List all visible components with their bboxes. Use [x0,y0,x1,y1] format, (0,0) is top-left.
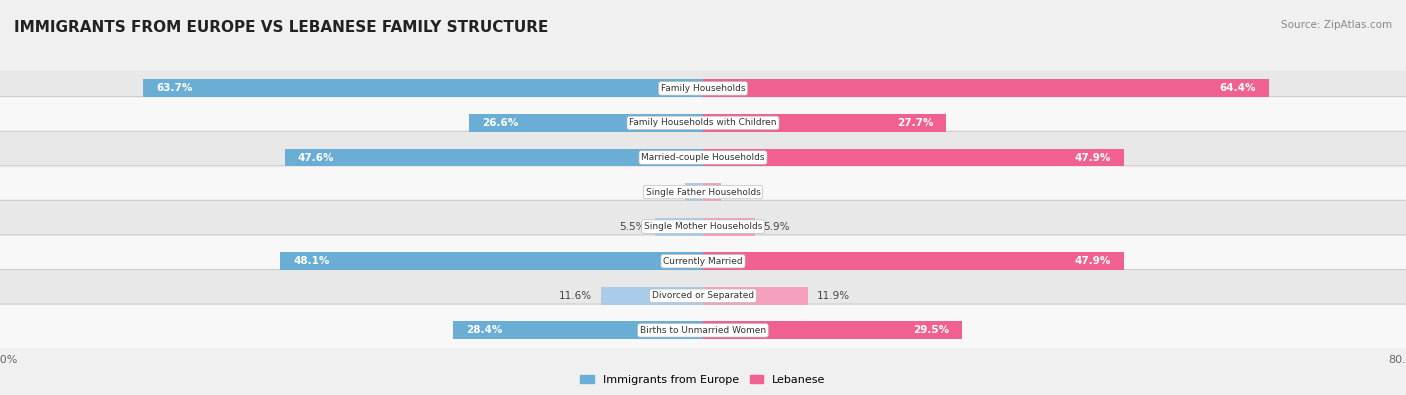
FancyBboxPatch shape [700,131,1406,184]
Bar [703,149,1123,167]
FancyBboxPatch shape [0,131,706,184]
Text: 47.9%: 47.9% [1074,152,1111,162]
Text: 5.5%: 5.5% [620,222,645,231]
Text: Source: ZipAtlas.com: Source: ZipAtlas.com [1281,20,1392,30]
FancyBboxPatch shape [0,235,706,288]
FancyBboxPatch shape [700,304,1406,357]
Bar [470,114,703,132]
Text: Married-couple Households: Married-couple Households [641,153,765,162]
Bar [703,218,755,235]
FancyBboxPatch shape [0,200,706,253]
Text: 64.4%: 64.4% [1219,83,1256,93]
Text: 48.1%: 48.1% [294,256,330,266]
Text: 2.1%: 2.1% [730,187,756,197]
Text: 28.4%: 28.4% [467,325,503,335]
Text: 27.7%: 27.7% [897,118,934,128]
Bar [143,79,703,97]
FancyBboxPatch shape [700,235,1406,288]
Bar [454,322,703,339]
FancyBboxPatch shape [0,97,706,149]
Bar [686,183,703,201]
Text: Currently Married: Currently Married [664,257,742,266]
Text: 2.0%: 2.0% [650,187,676,197]
Text: Single Mother Households: Single Mother Households [644,222,762,231]
Bar [703,322,962,339]
Legend: Immigrants from Europe, Lebanese: Immigrants from Europe, Lebanese [576,371,830,389]
FancyBboxPatch shape [0,304,706,357]
Bar [285,149,703,167]
FancyBboxPatch shape [0,166,706,218]
Text: Family Households: Family Households [661,84,745,93]
FancyBboxPatch shape [0,62,706,115]
FancyBboxPatch shape [700,200,1406,253]
Text: Family Households with Children: Family Households with Children [630,118,776,128]
Bar [703,183,721,201]
FancyBboxPatch shape [700,97,1406,149]
Text: 26.6%: 26.6% [482,118,519,128]
Bar [655,218,703,235]
Bar [703,79,1268,97]
FancyBboxPatch shape [700,166,1406,218]
Text: 5.9%: 5.9% [763,222,790,231]
Bar [703,114,946,132]
Text: IMMIGRANTS FROM EUROPE VS LEBANESE FAMILY STRUCTURE: IMMIGRANTS FROM EUROPE VS LEBANESE FAMIL… [14,20,548,35]
Text: Births to Unmarried Women: Births to Unmarried Women [640,326,766,335]
Bar [602,287,703,305]
Text: Divorced or Separated: Divorced or Separated [652,291,754,300]
Text: Single Father Households: Single Father Households [645,188,761,197]
Text: 63.7%: 63.7% [156,83,193,93]
Bar [280,252,703,270]
Bar [703,252,1123,270]
FancyBboxPatch shape [700,62,1406,115]
Text: 11.9%: 11.9% [817,291,849,301]
Text: 29.5%: 29.5% [912,325,949,335]
FancyBboxPatch shape [700,269,1406,322]
FancyBboxPatch shape [0,269,706,322]
Text: 11.6%: 11.6% [560,291,592,301]
Bar [703,287,807,305]
Text: 47.6%: 47.6% [298,152,335,162]
Text: 47.9%: 47.9% [1074,256,1111,266]
